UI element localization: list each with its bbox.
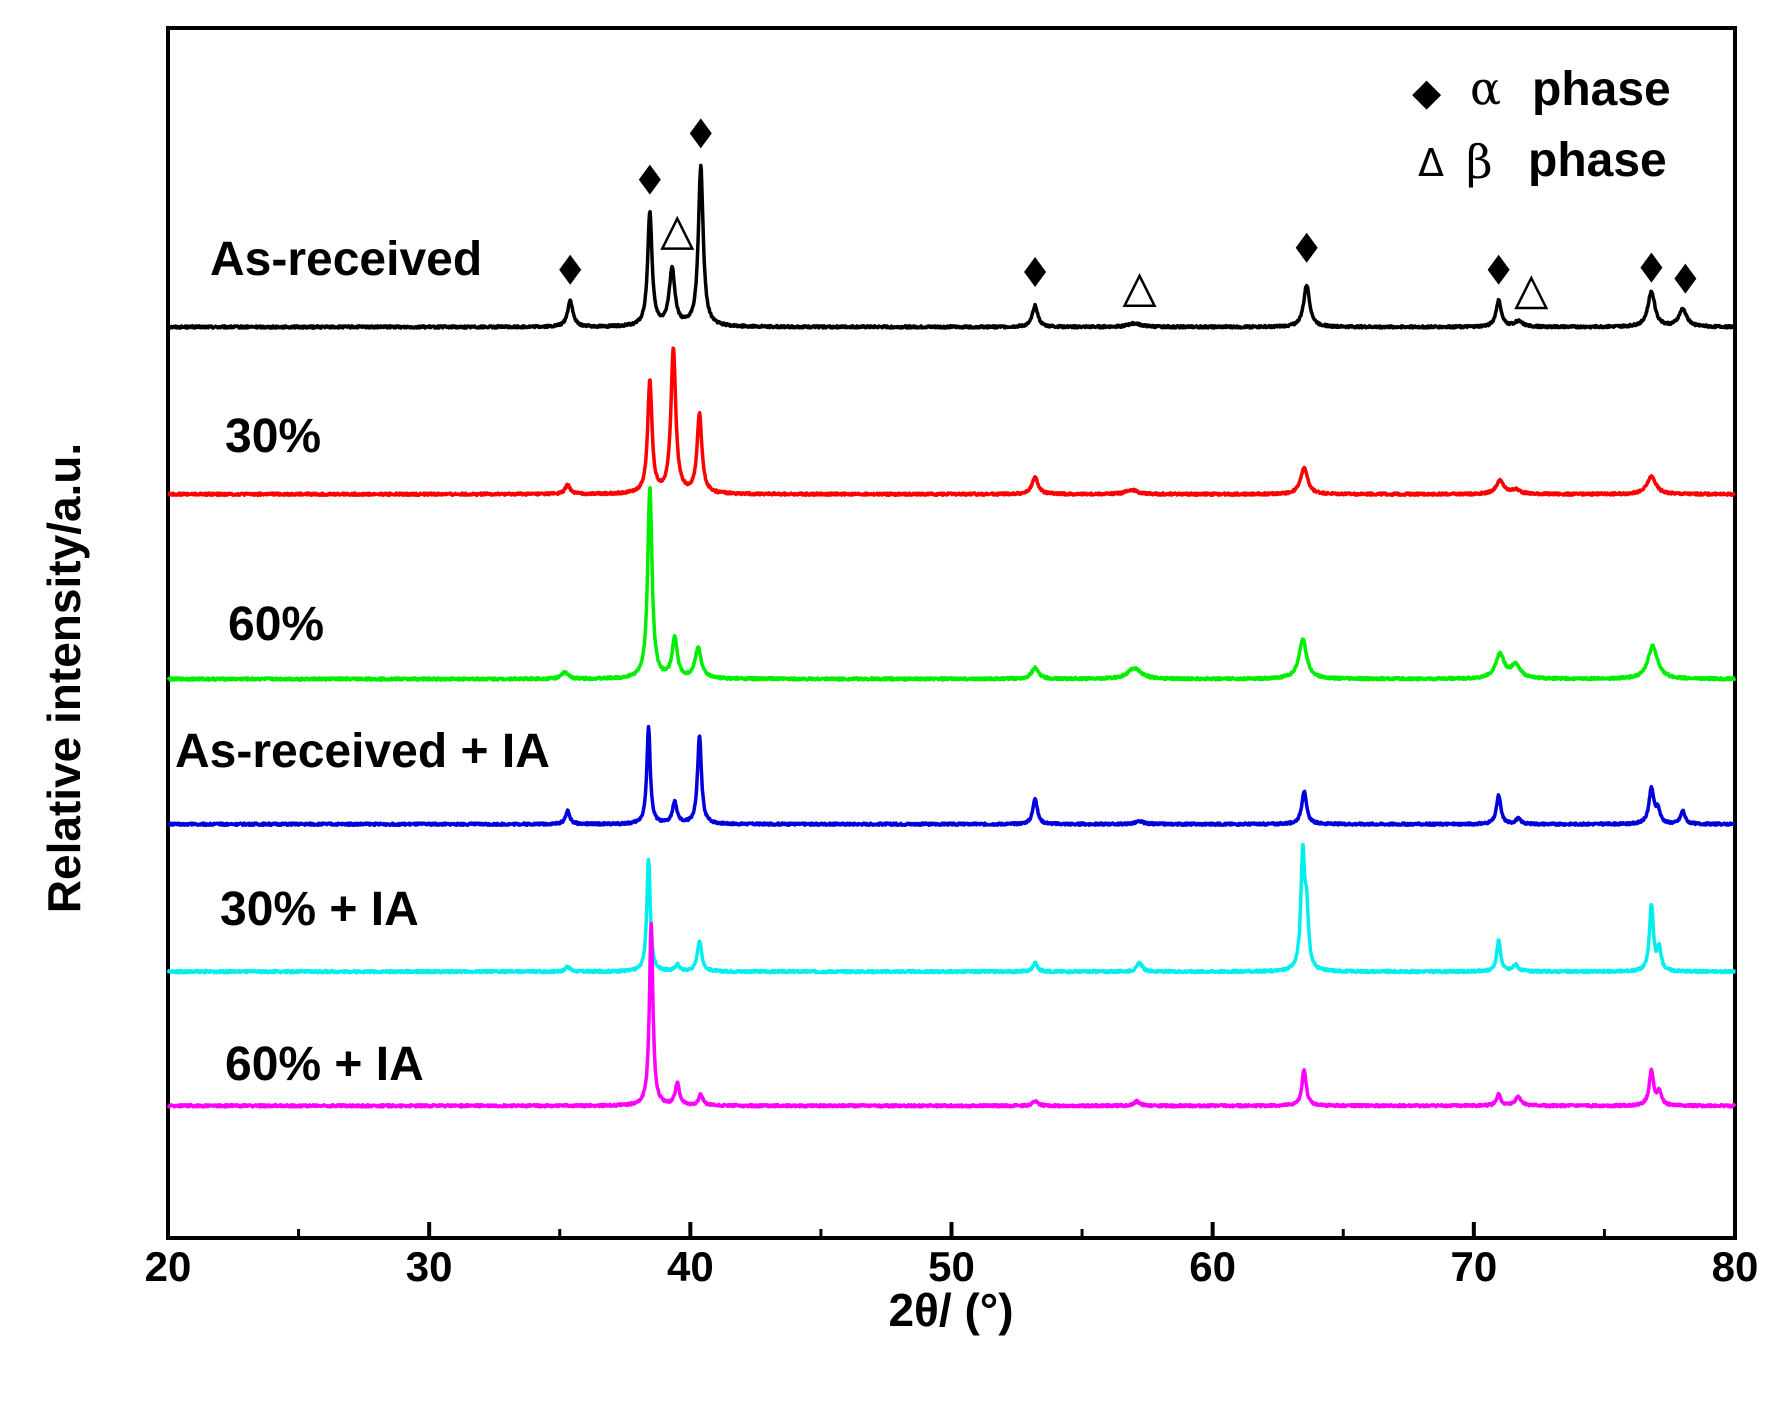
series-labels: As-received 30% 60% As-received + IA 30% + I… <box>175 233 550 1091</box>
series-label: 60% <box>228 598 324 651</box>
legend-alpha-greek: α <box>1470 61 1501 115</box>
alpha-marker <box>1295 232 1318 263</box>
series-line <box>166 486 1737 682</box>
alpha-marker <box>559 254 582 285</box>
legend-alpha-label: phase <box>1532 63 1671 116</box>
series-label: 60% + IA <box>225 1038 424 1091</box>
x-axis-ticks <box>166 1222 1737 1238</box>
series-label: As-received + IA <box>175 725 550 778</box>
x-tick-label: 40 <box>667 1243 714 1290</box>
series-label: As-received <box>210 233 482 286</box>
alpha-marker <box>1674 263 1697 294</box>
alpha-marker <box>638 164 661 195</box>
alpha-marker <box>689 118 712 149</box>
phase-markers <box>559 118 1697 310</box>
beta-marker <box>660 215 695 250</box>
alpha-marker <box>1487 254 1510 285</box>
x-tick-label: 50 <box>928 1243 975 1290</box>
legend-beta-greek: β <box>1466 135 1493 189</box>
series-line <box>166 724 1737 828</box>
legend-beta-label: phase <box>1528 134 1667 187</box>
x-tick-label: 70 <box>1450 1243 1497 1290</box>
x-axis-title: 2θ/ (°) <box>888 1284 1013 1336</box>
beta-marker <box>1514 275 1549 310</box>
beta-marker <box>1122 273 1157 308</box>
series-line <box>166 346 1737 498</box>
x-tick-label: 20 <box>145 1243 192 1290</box>
series-line <box>166 842 1737 975</box>
x-tick-label: 30 <box>406 1243 453 1290</box>
x-tick-label: 60 <box>1189 1243 1236 1290</box>
series-line <box>166 163 1737 330</box>
series-group <box>166 163 1737 1109</box>
y-axis-title: Relative intensity/a.u. <box>38 443 90 913</box>
legend: ◆ α phase Δ β phase <box>1412 61 1671 189</box>
series-label: 30% + IA <box>220 883 419 936</box>
legend-alpha-symbol: ◆ <box>1412 70 1442 114</box>
legend-beta-symbol: Δ <box>1418 141 1444 185</box>
alpha-marker <box>1640 252 1663 283</box>
series-line <box>166 921 1737 1109</box>
x-tick-label: 80 <box>1712 1243 1759 1290</box>
alpha-marker <box>1024 257 1047 287</box>
x-axis-tick-labels: 20 30 40 50 60 70 80 <box>145 1243 1759 1290</box>
series-label: 30% <box>225 410 321 463</box>
